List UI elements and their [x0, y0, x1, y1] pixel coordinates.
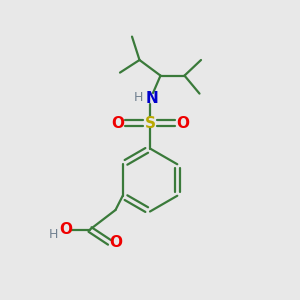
Text: O: O [110, 235, 123, 250]
Text: O: O [111, 116, 124, 130]
Text: O: O [176, 116, 189, 130]
Text: H: H [134, 91, 143, 104]
Text: S: S [145, 116, 155, 130]
Text: O: O [59, 222, 73, 237]
Text: N: N [146, 91, 158, 106]
Text: H: H [48, 228, 58, 242]
